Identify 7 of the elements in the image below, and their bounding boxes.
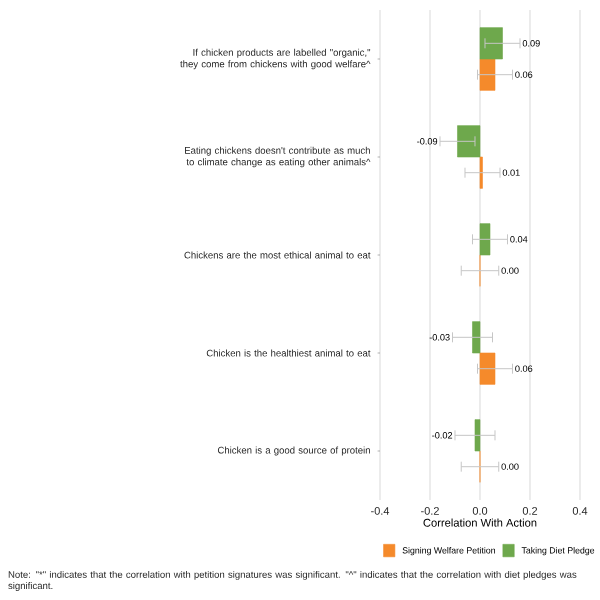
bar [479,58,496,91]
bar [479,223,491,256]
bar [457,125,481,158]
bar [474,419,481,452]
bar [479,352,496,385]
bar [472,321,481,354]
bar [479,27,503,60]
